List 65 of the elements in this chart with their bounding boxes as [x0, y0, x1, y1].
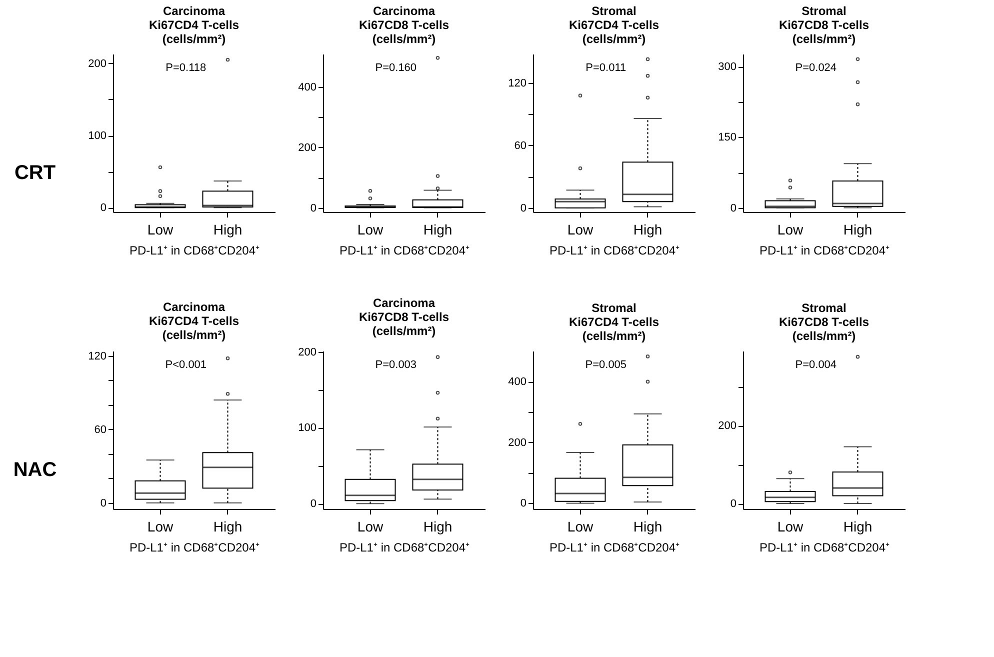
x-tick-label: High [843, 518, 872, 534]
y-tick-label: 400 [298, 81, 316, 94]
x-tick-label: Low [777, 518, 804, 534]
chart-title: Carcinoma Ki67CD4 T-cells (cells/mm²) [148, 300, 240, 342]
chart-title: Carcinoma Ki67CD8 T-cells (cells/mm²) [358, 4, 450, 46]
x-axis-title: PD-L1⁺ in CD68⁺CD204⁺ [339, 540, 470, 554]
chart-title: Stromal Ki67CD4 T-cells (cells/mm²) [568, 301, 660, 343]
y-tick-label: 120 [88, 350, 106, 362]
x-tick-label: Low [777, 222, 804, 238]
chart-title: Carcinoma Ki67CD8 T-cells (cells/mm²) [358, 296, 450, 338]
y-tick-label: 150 [718, 132, 736, 144]
annotation: P=0.024 [795, 62, 837, 74]
y-tick-label: 0 [730, 202, 736, 214]
y-tick-label: 0 [520, 202, 526, 214]
x-tick-label: High [633, 518, 662, 534]
y-tick-label: 100 [88, 130, 106, 142]
x-tick-label: Low [147, 222, 174, 238]
annotation: P=0.160 [375, 62, 417, 74]
annotation: P=0.003 [375, 359, 417, 371]
y-tick-label: 200 [298, 142, 316, 154]
chart-title: Carcinoma Ki67CD4 T-cells (cells/mm²) [148, 4, 240, 46]
x-axis-title: PD-L1⁺ in CD68⁺CD204⁺ [549, 244, 680, 258]
y-tick-label: 60 [514, 140, 526, 152]
x-tick-label: Low [147, 518, 174, 534]
x-axis-title: PD-L1⁺ in CD68⁺CD204⁺ [759, 244, 890, 258]
x-tick-label: Low [357, 222, 384, 238]
x-tick-label: High [213, 222, 242, 238]
text: NAC [13, 459, 57, 481]
annotation: P=0.118 [166, 62, 206, 74]
x-axis-title: PD-L1⁺ in CD68⁺CD204⁺ [549, 540, 680, 554]
y-tick-label: 0 [730, 498, 736, 510]
chart-title: Stromal Ki67CD4 T-cells (cells/mm²) [568, 4, 660, 46]
chart-title: Stromal Ki67CD8 T-cells (cells/mm²) [778, 301, 870, 343]
x-axis-title: PD-L1⁺ in CD68⁺CD204⁺ [339, 244, 470, 258]
y-tick-label: 100 [298, 422, 316, 434]
x-tick-label: Low [567, 518, 594, 534]
y-tick-label: 0 [520, 498, 526, 510]
annotation: P=0.004 [795, 359, 837, 371]
y-tick-label: 200 [718, 420, 736, 432]
y-tick-label: 300 [718, 61, 736, 74]
chart-title: Stromal Ki67CD8 T-cells (cells/mm²) [778, 4, 870, 46]
y-tick-label: 200 [88, 58, 106, 70]
y-tick-label: 120 [508, 78, 526, 90]
x-tick-label: High [423, 222, 452, 238]
x-tick-label: High [633, 222, 662, 238]
annotation: P<0.001 [165, 359, 207, 371]
y-tick-label: 200 [298, 346, 316, 358]
y-tick-label: 60 [94, 424, 106, 436]
y-tick-label: 0 [310, 498, 316, 510]
y-tick-label: 200 [508, 436, 526, 449]
y-tick-label: 400 [508, 376, 526, 388]
x-tick-label: Low [357, 518, 384, 534]
x-tick-label: High [213, 518, 242, 534]
x-axis-title: PD-L1⁺ in CD68⁺CD204⁺ [759, 540, 890, 554]
x-tick-label: Low [567, 222, 594, 238]
text: CRT [14, 162, 56, 184]
x-axis-title: PD-L1⁺ in CD68⁺CD204⁺ [129, 244, 260, 258]
y-tick-label: 0 [100, 497, 106, 510]
x-tick-label: High [843, 222, 872, 238]
x-axis-title: PD-L1⁺ in CD68⁺CD204⁺ [129, 540, 260, 554]
y-tick-label: 0 [310, 202, 316, 214]
annotation: P=0.011 [586, 62, 626, 74]
x-tick-label: High [423, 518, 452, 534]
annotation: P=0.005 [585, 359, 627, 371]
y-tick-label: 0 [100, 202, 106, 214]
